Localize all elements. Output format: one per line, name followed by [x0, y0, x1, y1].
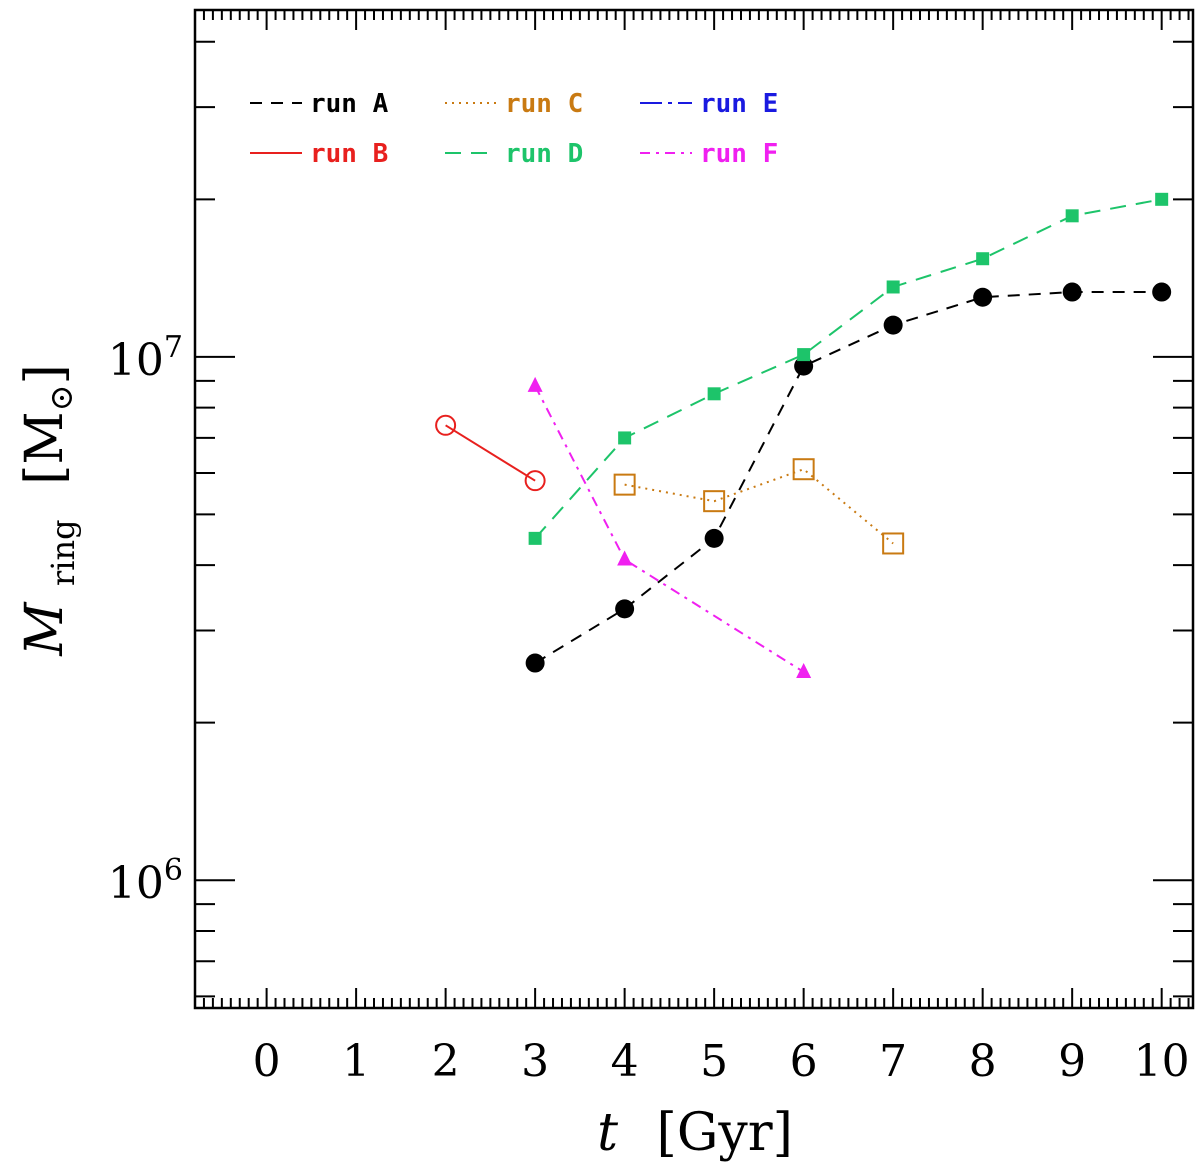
- axis-ticks: [194, 10, 1193, 1008]
- y-axis-unit-close: ]: [15, 364, 75, 384]
- y-tick-exponent: 7: [164, 330, 183, 365]
- x-tick-label: 2: [432, 1036, 460, 1087]
- y-tick-exponent: 6: [164, 853, 183, 888]
- data-point: [528, 531, 542, 545]
- legend-label: run D: [505, 139, 583, 169]
- series-run-f: [527, 376, 812, 678]
- data-point: [973, 287, 993, 307]
- data-point: [703, 490, 726, 513]
- x-axis-unit: [Gyr]: [657, 1103, 793, 1163]
- x-tick-label: 10: [1134, 1036, 1190, 1087]
- x-tick-label: 0: [253, 1036, 281, 1087]
- series-run-c: [613, 458, 905, 555]
- legend-label: run E: [700, 89, 778, 119]
- x-tick-label: 6: [790, 1036, 818, 1087]
- x-tick-label: 5: [700, 1036, 728, 1087]
- y-axis-unit-open: [: [15, 465, 75, 485]
- data-point: [1065, 209, 1079, 223]
- data-point: [796, 662, 812, 678]
- series-line: [534, 291, 1162, 664]
- data-point: [1155, 192, 1169, 206]
- data-point: [707, 387, 721, 401]
- series-run-b: [435, 414, 546, 492]
- data-point: [976, 252, 990, 266]
- data-point: [797, 348, 811, 362]
- x-tick-label: 8: [969, 1036, 997, 1087]
- y-tick-label: 106: [108, 853, 183, 909]
- y-tick-label: 107: [108, 330, 183, 386]
- data-point: [792, 458, 815, 481]
- data-point: [615, 599, 635, 619]
- legend-label: run C: [505, 89, 583, 119]
- y-tick-base: 10: [108, 335, 164, 386]
- y-axis-sub: ring: [44, 519, 82, 586]
- data-point: [617, 550, 633, 566]
- x-axis-var: t: [597, 1103, 618, 1163]
- x-tick-label: 9: [1058, 1036, 1086, 1087]
- x-axis-label: t [Gyr]: [597, 1103, 793, 1163]
- data-point: [882, 532, 905, 555]
- y-axis-unit-symbol: ⊙: [42, 385, 80, 412]
- y-axis-unit: M: [15, 411, 75, 464]
- data-point: [1062, 282, 1082, 302]
- legend-label: run B: [310, 139, 388, 169]
- y-axis-var: M: [15, 601, 75, 657]
- legend-label: run F: [700, 139, 778, 169]
- plot-frame: [193, 8, 1195, 1010]
- data-point: [794, 356, 814, 376]
- data-point: [525, 653, 545, 673]
- data-point: [1152, 282, 1172, 302]
- series-run-d: [528, 192, 1169, 545]
- legend-label: run A: [310, 89, 389, 119]
- series-line: [445, 424, 536, 482]
- data-point: [435, 414, 457, 436]
- x-tick-label: 7: [879, 1036, 907, 1087]
- legend: run A run B run C run D run E run F: [250, 89, 778, 169]
- data-point: [618, 431, 632, 445]
- series-layer: [435, 192, 1172, 678]
- data-point: [527, 376, 543, 392]
- y-tick-base: 10: [108, 858, 164, 909]
- data-point: [883, 315, 903, 335]
- data-point: [524, 470, 546, 492]
- data-point: [613, 473, 636, 496]
- data-point: [704, 528, 724, 548]
- y-axis-label: M ring [M⊙]: [15, 364, 87, 657]
- x-tick-label: 3: [521, 1036, 549, 1087]
- data-point: [886, 280, 900, 294]
- series-run-a: [525, 282, 1172, 673]
- x-tick-label: 4: [611, 1036, 639, 1087]
- x-tick-label: 1: [342, 1036, 370, 1087]
